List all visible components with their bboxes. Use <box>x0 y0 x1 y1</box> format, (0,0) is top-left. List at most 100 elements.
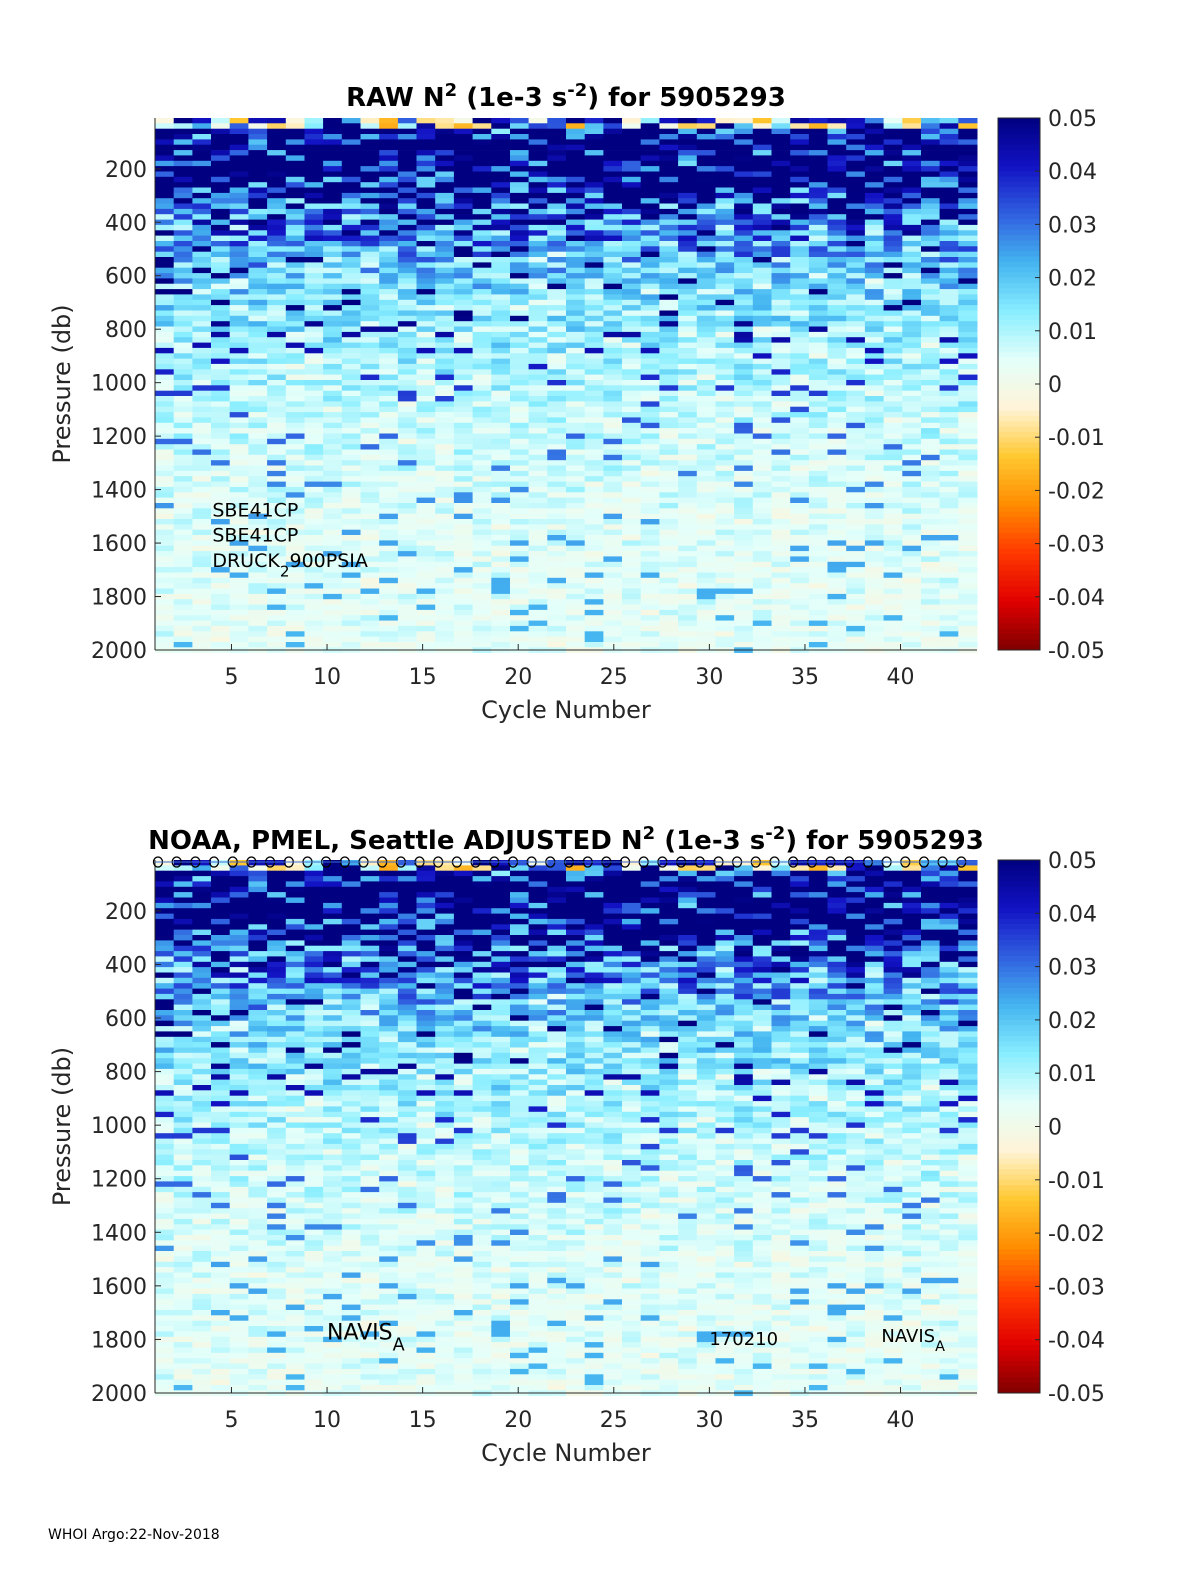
heatmap-cell <box>958 513 978 520</box>
heatmap-cell <box>808 283 829 290</box>
heatmap-cell <box>921 150 941 156</box>
heatmap-cell <box>341 625 361 632</box>
heatmap-cell <box>323 604 343 611</box>
heatmap-cell <box>510 417 530 424</box>
heatmap-cell <box>921 572 941 579</box>
heatmap-cell <box>827 625 847 632</box>
heatmap-cell <box>603 577 623 584</box>
heatmap-cell <box>864 230 885 236</box>
heatmap-cell <box>827 321 847 327</box>
heatmap-cell <box>808 176 829 183</box>
heatmap-cell <box>211 1133 231 1139</box>
heatmap-cell <box>958 422 978 429</box>
heatmap-cell <box>435 289 455 295</box>
heatmap-cell <box>211 166 231 172</box>
heatmap-cell <box>566 219 586 226</box>
heatmap-cell <box>528 476 548 482</box>
heatmap-cell <box>323 182 343 188</box>
heatmap-cell <box>155 139 175 146</box>
heatmap-cell <box>472 118 492 124</box>
heatmap-cell <box>584 535 604 541</box>
heatmap-cell <box>435 412 455 418</box>
heatmap-cell <box>584 433 604 440</box>
heatmap-cell <box>155 406 175 413</box>
heatmap-cell <box>547 433 567 440</box>
heatmap-cell <box>304 524 324 531</box>
heatmap-cell <box>659 283 679 290</box>
heatmap-cell <box>435 433 455 440</box>
heatmap-cell <box>715 492 735 498</box>
heatmap-cell <box>453 267 474 274</box>
heatmap-cell <box>696 422 716 429</box>
heatmap-cell <box>192 230 212 236</box>
heatmap-cell <box>267 604 287 611</box>
heatmap-cell <box>827 620 847 627</box>
heatmap-cell <box>902 176 922 183</box>
heatmap-cell <box>510 449 530 456</box>
heatmap-cell <box>379 182 399 188</box>
heatmap-cell <box>640 631 660 637</box>
heatmap-cell <box>173 583 193 589</box>
heatmap-cell <box>958 273 978 279</box>
heatmap-cell <box>453 438 474 445</box>
heatmap-cell <box>846 363 866 370</box>
heatmap-cell <box>397 251 418 258</box>
heatmap-cell <box>379 326 399 333</box>
heatmap-cell <box>659 257 679 263</box>
heatmap-cell <box>435 139 455 146</box>
heatmap-cell <box>192 513 212 520</box>
heatmap-cell <box>659 545 679 552</box>
heatmap-cell <box>846 305 866 311</box>
heatmap-cell <box>790 615 810 621</box>
heatmap-cell <box>491 160 511 167</box>
heatmap-cell <box>939 519 959 525</box>
heatmap-cell <box>790 551 810 557</box>
heatmap-cell <box>715 412 735 418</box>
heatmap-cell <box>771 267 791 274</box>
heatmap-cell <box>864 155 885 162</box>
heatmap-cell <box>229 396 249 402</box>
heatmap-cell <box>808 182 829 188</box>
heatmap-cell <box>155 1015 175 1022</box>
heatmap-cell <box>752 486 772 493</box>
heatmap-cell <box>883 449 903 456</box>
heatmap-cell <box>211 369 231 375</box>
heatmap-cell <box>248 241 268 247</box>
heatmap-cell <box>678 321 698 327</box>
heatmap-cell <box>790 497 810 504</box>
heatmap-cell <box>155 128 175 135</box>
heatmap-cell <box>827 556 847 563</box>
heatmap-cell <box>547 567 567 573</box>
heatmap-cell <box>939 486 959 493</box>
heatmap-cell <box>416 615 436 621</box>
heatmap-cell <box>510 561 530 568</box>
heatmap-cell <box>173 1010 193 1016</box>
heatmap-cell <box>715 631 735 637</box>
heatmap-cell <box>229 620 249 627</box>
heatmap-cell <box>285 422 305 429</box>
heatmap-cell <box>285 192 305 199</box>
heatmap-cell <box>155 224 175 231</box>
heatmap-cell <box>640 342 660 349</box>
heatmap-cell <box>192 1133 212 1139</box>
heatmap-cell <box>528 171 548 178</box>
heatmap-cell <box>192 1143 212 1150</box>
heatmap-cell <box>622 310 642 317</box>
heatmap-cell <box>808 219 829 226</box>
heatmap-cell <box>192 224 212 231</box>
heatmap-cell <box>491 203 511 210</box>
heatmap-cell <box>304 417 324 424</box>
heatmap-cell <box>341 454 361 461</box>
heatmap-cell <box>211 556 231 563</box>
heatmap-cell <box>229 246 249 252</box>
heatmap-cell <box>752 337 772 343</box>
heatmap-cell <box>379 540 399 547</box>
heatmap-cell <box>510 620 530 627</box>
heatmap-cell <box>696 524 716 531</box>
heatmap-cell <box>248 444 268 450</box>
heatmap-cell <box>883 160 903 167</box>
heatmap-cell <box>435 396 455 402</box>
heatmap-cell <box>678 390 698 397</box>
heatmap-cell <box>510 369 530 375</box>
heatmap-cell <box>248 187 268 194</box>
